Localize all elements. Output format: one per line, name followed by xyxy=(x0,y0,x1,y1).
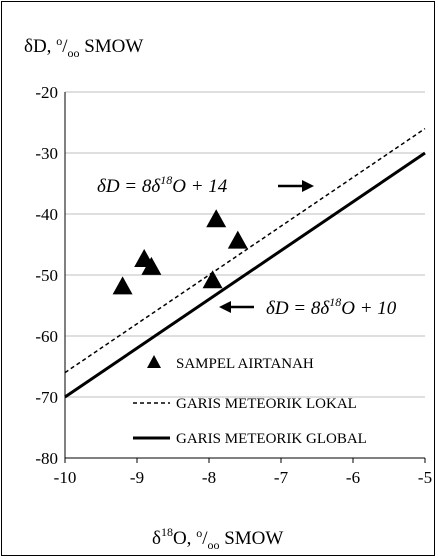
arrow-left-icon xyxy=(219,301,254,313)
sample-point xyxy=(202,270,223,289)
x-tick-label: -6 xyxy=(346,468,360,487)
sample-point xyxy=(141,256,162,275)
x-tick-label: -5 xyxy=(418,468,432,487)
x-axis-title: δ18O, o/oo SMOW xyxy=(152,525,283,552)
gridlines xyxy=(65,91,425,398)
legend-label-local-line: GARIS METEORIK LOKAL xyxy=(176,396,357,412)
y-axis-title: δD, o​/oo SMOW xyxy=(24,34,143,60)
legend: SAMPEL AIRTANAH GARIS METEORIK LOKAL GAR… xyxy=(133,355,367,447)
triangle-marker-icon xyxy=(147,355,161,368)
global-line-equation-annotation: δD = 8δ18O + 10 xyxy=(219,295,397,319)
arrow-right-icon xyxy=(278,180,314,192)
x-tick-label: -9 xyxy=(130,468,144,487)
legend-item-local-line: GARIS METEORIK LOKAL xyxy=(133,396,357,412)
y-tick-label: -30 xyxy=(35,144,58,163)
x-tick-labels: -10 -9 -8 -7 -6 -5 xyxy=(54,468,432,487)
local-line-equation-annotation: δD = 8δ18O + 14 xyxy=(97,173,314,197)
groundwater-sample-points xyxy=(112,209,248,295)
meteoric-lines xyxy=(64,127,426,399)
global-meteoric-line xyxy=(64,151,426,399)
x-tick-label: -8 xyxy=(202,468,216,487)
y-tick-label: -70 xyxy=(35,388,58,407)
global-line-equation: δD = 8δ18O + 10 xyxy=(266,295,397,319)
x-tick-label: -10 xyxy=(54,468,77,487)
sample-point xyxy=(112,276,133,295)
y-tick-label: -80 xyxy=(35,449,58,468)
sample-point xyxy=(206,209,227,228)
y-tick-label: -20 xyxy=(35,83,58,102)
y-tick-label: -60 xyxy=(35,327,58,346)
y-tick-label: -40 xyxy=(35,205,58,224)
y-tick-labels: -20 -30 -40 -50 -60 -70 -80 xyxy=(35,83,58,468)
local-line-equation: δD = 8δ18O + 14 xyxy=(97,173,228,197)
y-tick-label: -50 xyxy=(35,266,58,285)
legend-label-samples: SAMPEL AIRTANAH xyxy=(176,356,314,372)
legend-label-global-line: GARIS METEORIK GLOBAL xyxy=(176,431,367,447)
legend-item-global-line: GARIS METEORIK GLOBAL xyxy=(133,431,367,447)
local-meteoric-line xyxy=(64,127,426,374)
sample-point xyxy=(227,230,248,249)
x-tick-label: -7 xyxy=(274,468,289,487)
legend-item-samples: SAMPEL AIRTANAH xyxy=(147,355,314,372)
